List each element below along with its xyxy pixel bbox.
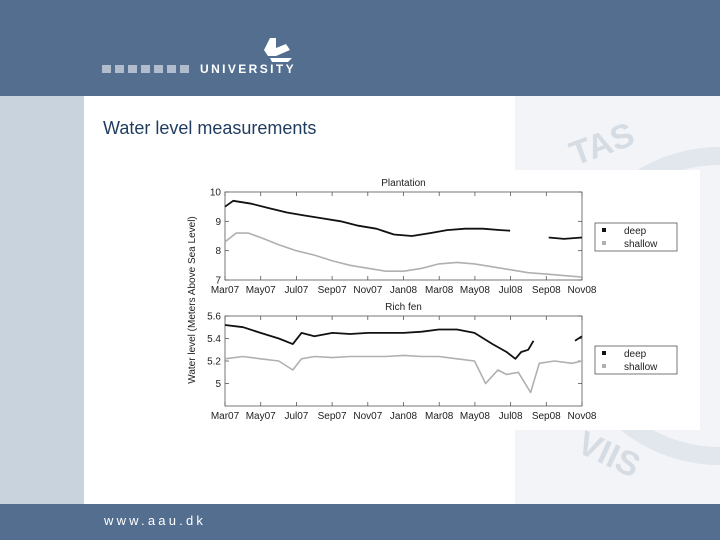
series-line-deep [224, 199, 583, 240]
y-tick-label: 8 [215, 246, 221, 257]
slide-title: Water level measurements [103, 118, 317, 138]
water-level-figure: Plantation 7 8 9 10 Mar07 May07 Jul07 Sep07 Nov07… [180, 170, 700, 430]
x-tick-label: Jul07 [284, 285, 308, 296]
y-tick-label: 9 [215, 217, 221, 228]
x-tick-label: May07 [246, 285, 276, 296]
footer-url[interactable]: www.aau.dk [104, 513, 207, 528]
aau-emblem-icon [264, 38, 292, 62]
series-line-shallow [224, 354, 583, 394]
x-tick-label: May08 [460, 285, 490, 296]
y-tick-label: 5.4 [207, 334, 221, 345]
legend-marker-shallow [602, 241, 606, 245]
x-tick-label: Jan08 [390, 285, 418, 296]
y-tick-label: 5.6 [207, 312, 221, 323]
x-tick-label: Nov07 [353, 285, 382, 296]
plot-title: Rich fen [385, 302, 422, 313]
chart-canvas: Plantation 7 8 9 10 Mar07 May07 Jul07 Sep07 Nov07… [187, 178, 678, 422]
legend-box [594, 222, 678, 252]
x-tick-label: May07 [246, 411, 276, 422]
x-tick-label: May08 [460, 411, 490, 422]
series-line-deep [224, 324, 583, 360]
x-tick-label: Nov07 [353, 411, 382, 422]
university-logo: UNIVERSITY [100, 36, 320, 80]
logo-university-text: UNIVERSITY [200, 62, 297, 76]
y-tick-label: 5.2 [207, 357, 221, 368]
legend-label-shallow: shallow [624, 362, 658, 373]
left-strip [0, 96, 84, 504]
svg-text:TAS: TAS [565, 115, 640, 173]
x-tick-label: Sep08 [532, 411, 561, 422]
x-tick-label: Jul08 [499, 411, 523, 422]
x-tick-label: Mar07 [211, 285, 240, 296]
y-axis-label: Water level (Meters Above Sea Level) [187, 216, 198, 383]
x-tick-label: Mar07 [211, 411, 240, 422]
series-line-shallow [224, 232, 583, 278]
x-tick-label: Jan08 [390, 411, 418, 422]
legend-marker-shallow [602, 364, 606, 368]
x-tick-label: Jul08 [499, 285, 523, 296]
plot-frame [224, 315, 583, 407]
x-tick-label: Jul07 [284, 411, 308, 422]
legend-label-deep: deep [624, 349, 647, 360]
x-tick-label: Nov08 [568, 285, 597, 296]
header-band: UNIVERSITY [0, 0, 720, 96]
y-tick-label: 10 [210, 188, 222, 199]
x-tick-label: Nov08 [568, 411, 597, 422]
footer-band: www.aau.dk [0, 504, 720, 540]
legend-label-shallow: shallow [624, 239, 658, 250]
x-tick-label: Mar08 [425, 411, 454, 422]
y-tick-label: 7 [215, 276, 221, 287]
plot-title: Plantation [381, 178, 425, 189]
x-tick-label: Sep08 [532, 285, 561, 296]
x-tick-label: Sep07 [318, 411, 347, 422]
legend-marker-deep [602, 228, 606, 232]
x-tick-label: Sep07 [318, 285, 347, 296]
legend-box [594, 345, 678, 375]
legend-marker-deep [602, 351, 606, 355]
x-tick-label: Mar08 [425, 285, 454, 296]
y-tick-label: 5 [215, 379, 221, 390]
logo-prefix-mark [102, 65, 189, 73]
legend-label-deep: deep [624, 226, 647, 237]
